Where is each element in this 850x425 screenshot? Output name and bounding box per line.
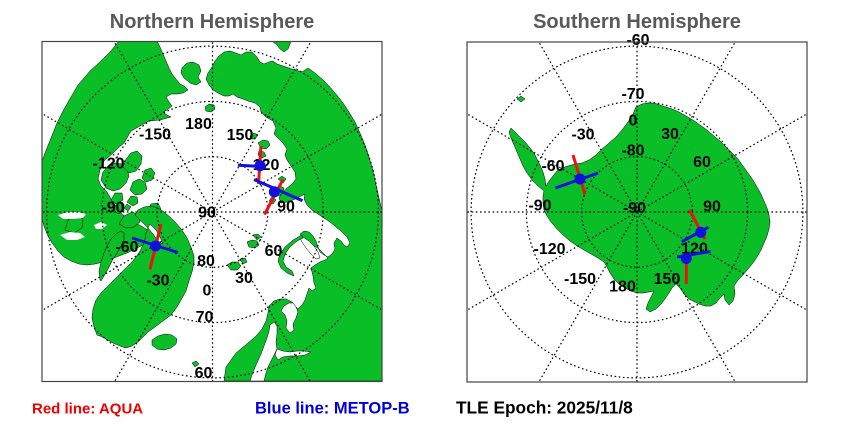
svg-text:180: 180: [609, 279, 636, 296]
svg-text:90: 90: [703, 199, 721, 216]
svg-text:0: 0: [203, 283, 212, 300]
svg-text:80: 80: [197, 253, 215, 270]
svg-text:60: 60: [693, 154, 711, 171]
svg-text:-30: -30: [146, 273, 169, 290]
svg-text:60: 60: [195, 365, 213, 382]
svg-text:-150: -150: [564, 271, 596, 288]
svg-text:Red line: AQUA: Red line: AQUA: [32, 401, 143, 418]
svg-text:Northern Hemisphere: Northern Hemisphere: [110, 11, 315, 33]
svg-text:0: 0: [629, 113, 638, 130]
svg-text:150: 150: [654, 271, 681, 288]
svg-text:-90: -90: [101, 200, 124, 217]
svg-text:-150: -150: [139, 127, 171, 144]
svg-text:70: 70: [196, 309, 214, 326]
svg-text:30: 30: [661, 126, 679, 143]
svg-text:-90: -90: [528, 198, 551, 215]
svg-text:-70: -70: [621, 86, 644, 103]
svg-text:Southern Hemisphere: Southern Hemisphere: [533, 11, 741, 33]
svg-text:30: 30: [235, 270, 253, 287]
svg-text:-80: -80: [621, 143, 644, 160]
svg-text:-90: -90: [623, 200, 646, 217]
svg-text:Blue line: METOP-B: Blue line: METOP-B: [255, 400, 410, 418]
svg-text:-120: -120: [533, 241, 565, 258]
svg-text:TLE Epoch: 2025/11/8: TLE Epoch: 2025/11/8: [456, 398, 633, 418]
svg-text:90: 90: [277, 199, 295, 216]
svg-text:-60: -60: [626, 32, 649, 49]
svg-text:-60: -60: [541, 158, 564, 175]
svg-text:180: 180: [185, 116, 212, 133]
svg-text:-60: -60: [115, 239, 138, 256]
svg-text:-120: -120: [92, 156, 124, 173]
svg-text:150: 150: [227, 127, 254, 144]
svg-text:-30: -30: [571, 127, 594, 144]
svg-text:60: 60: [265, 243, 283, 260]
svg-text:90: 90: [198, 205, 216, 222]
